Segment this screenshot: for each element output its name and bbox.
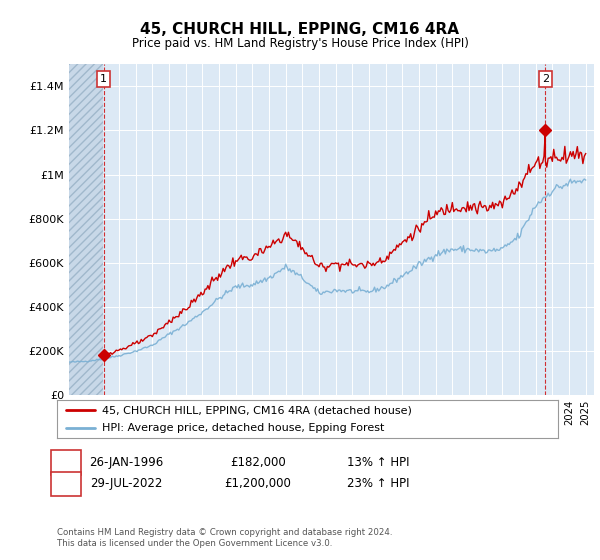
Text: 26-JAN-1996: 26-JAN-1996 <box>89 456 163 469</box>
Bar <box>69 64 103 395</box>
Text: 1: 1 <box>100 74 107 84</box>
Text: Price paid vs. HM Land Registry's House Price Index (HPI): Price paid vs. HM Land Registry's House … <box>131 37 469 50</box>
Text: 45, CHURCH HILL, EPPING, CM16 4RA (detached house): 45, CHURCH HILL, EPPING, CM16 4RA (detac… <box>102 405 412 415</box>
Text: 29-JUL-2022: 29-JUL-2022 <box>90 477 162 491</box>
Text: Contains HM Land Registry data © Crown copyright and database right 2024.
This d: Contains HM Land Registry data © Crown c… <box>57 528 392 548</box>
Text: 1: 1 <box>62 456 70 469</box>
Text: 23% ↑ HPI: 23% ↑ HPI <box>347 477 409 491</box>
Text: £182,000: £182,000 <box>230 456 286 469</box>
Text: 2: 2 <box>542 74 549 84</box>
Text: 13% ↑ HPI: 13% ↑ HPI <box>347 456 409 469</box>
Text: 45, CHURCH HILL, EPPING, CM16 4RA: 45, CHURCH HILL, EPPING, CM16 4RA <box>140 22 460 38</box>
Text: 2: 2 <box>62 477 70 491</box>
Text: £1,200,000: £1,200,000 <box>224 477 292 491</box>
Text: HPI: Average price, detached house, Epping Forest: HPI: Average price, detached house, Eppi… <box>102 423 385 433</box>
